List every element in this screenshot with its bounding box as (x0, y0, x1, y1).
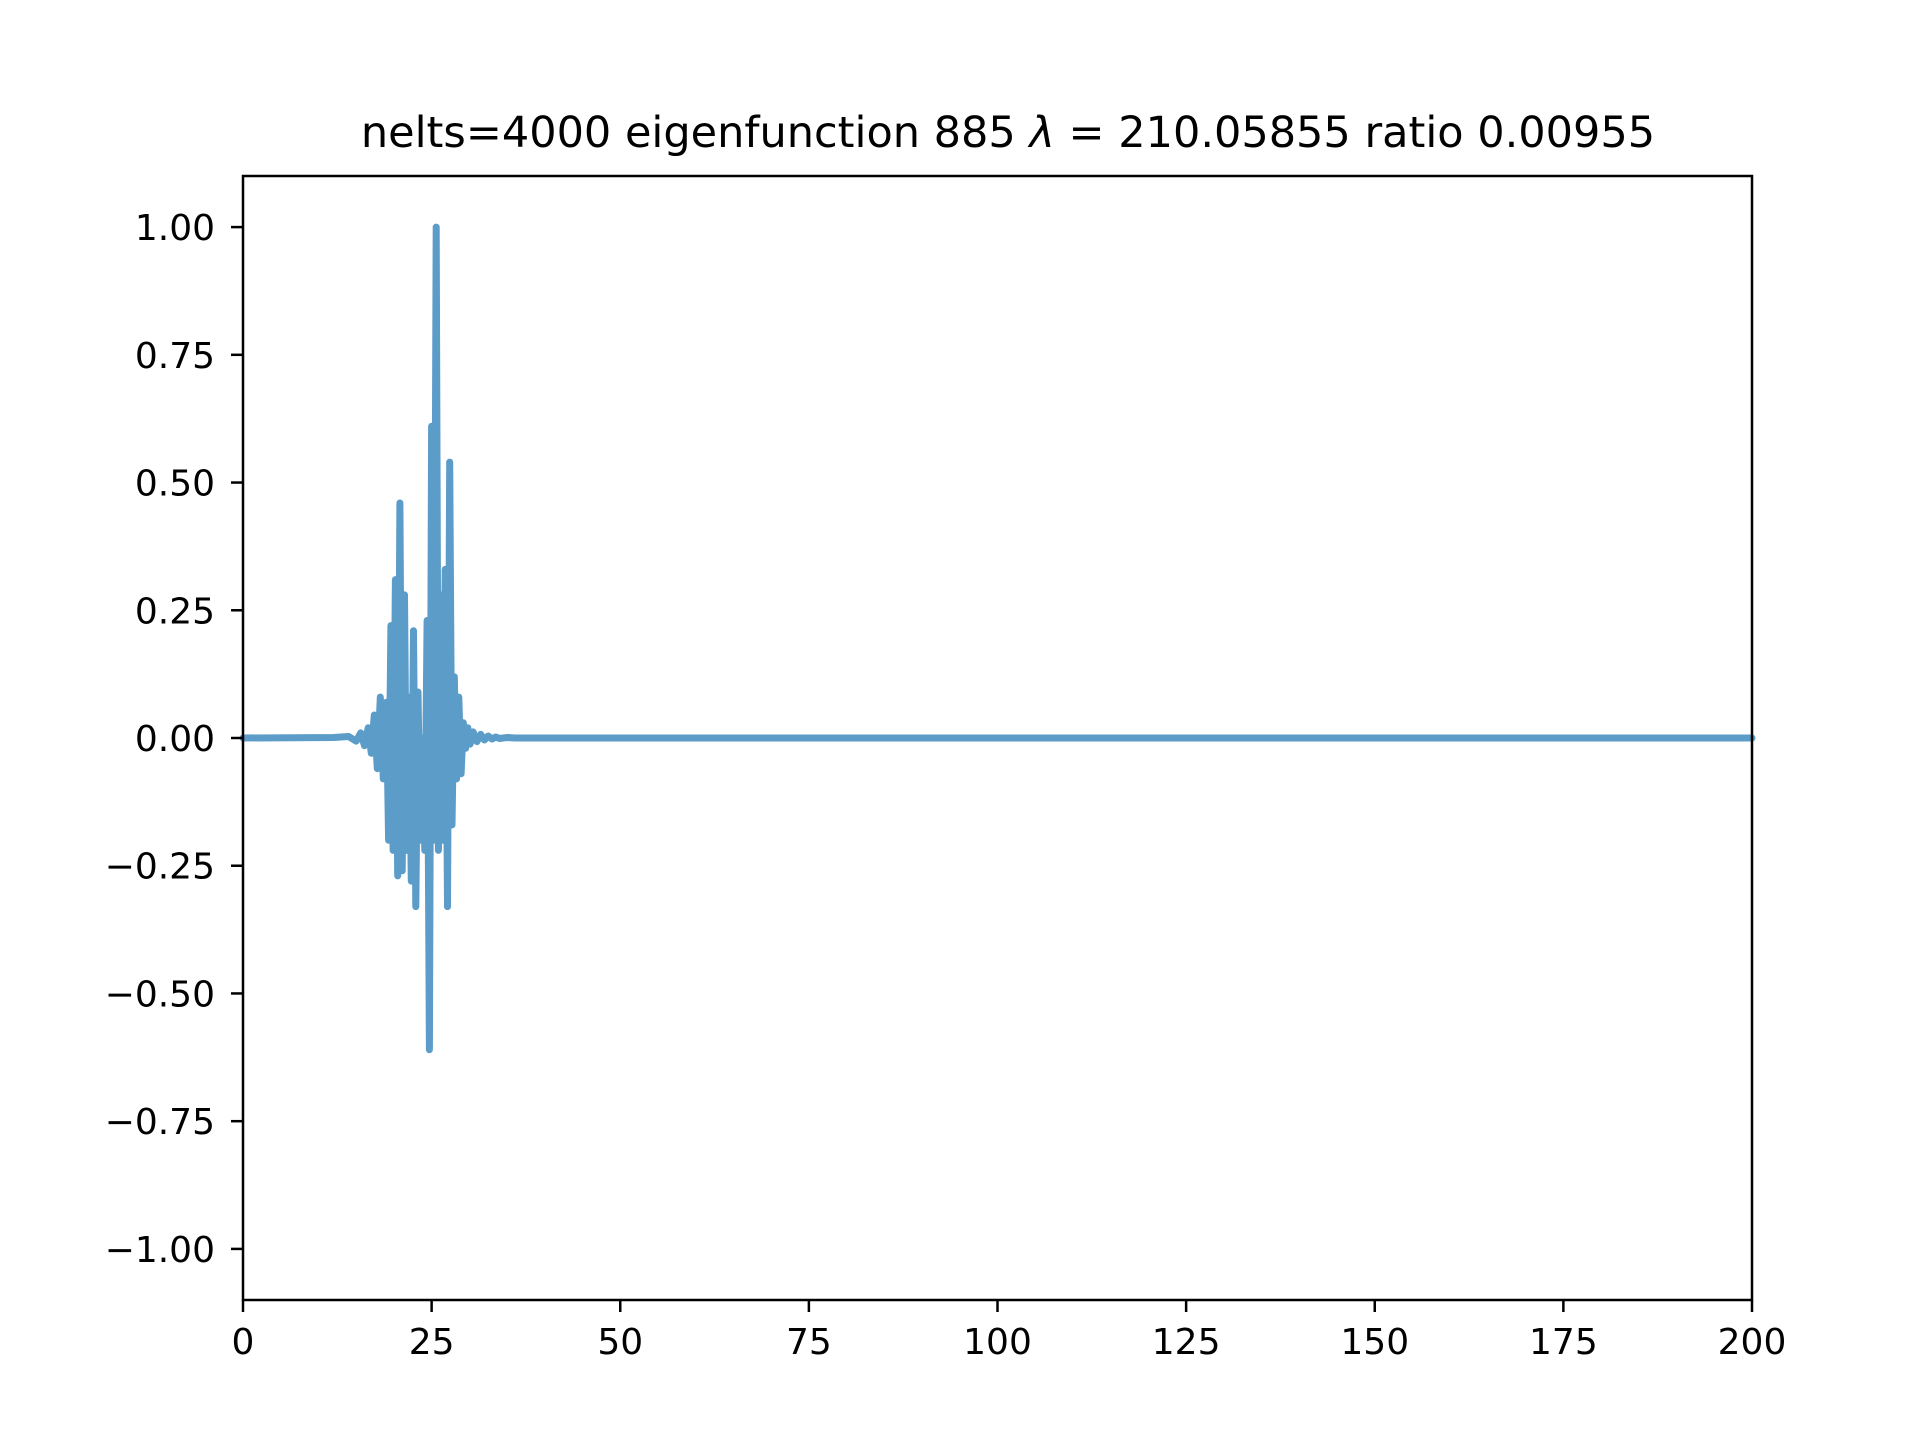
series-line-0 (239, 223, 1756, 1054)
x-tick-label: 50 (597, 1322, 643, 1363)
y-tick-label: −0.50 (105, 974, 215, 1015)
x-tick-label: 200 (1718, 1322, 1787, 1363)
title-suffix: = 210.05855 ratio 0.00955 (1055, 108, 1655, 158)
x-tick-label: 125 (1152, 1322, 1221, 1363)
y-tick-label: −0.25 (105, 847, 215, 888)
y-tick-label: 0.00 (135, 719, 215, 760)
x-tick-label: 25 (409, 1322, 455, 1363)
y-tick-label: 0.75 (135, 336, 215, 377)
x-tick-label: 75 (786, 1322, 832, 1363)
x-tick-label: 0 (232, 1322, 255, 1363)
x-tick-label: 100 (963, 1322, 1032, 1363)
y-tick-label: −0.75 (105, 1102, 215, 1143)
y-tick-label: 0.25 (135, 591, 215, 632)
title-lambda: λ (1027, 108, 1054, 158)
axes: 0 25 50 75 100 125 150 175 200 1.00 0.75 0.50 0.25 0.… (105, 174, 1787, 1363)
plot-area (239, 223, 1756, 1054)
y-tick-label: 0.50 (135, 464, 215, 505)
title-prefix: nelts=4000 eigenfunction 885 (361, 108, 1030, 158)
x-tick-label: 150 (1340, 1322, 1409, 1363)
chart-title: nelts=4000 eigenfunction 885 λ = 210.058… (361, 108, 1655, 158)
x-tick-label: 175 (1529, 1322, 1598, 1363)
y-tick-label: −1.00 (105, 1230, 215, 1271)
y-tick-label: 1.00 (135, 208, 215, 249)
